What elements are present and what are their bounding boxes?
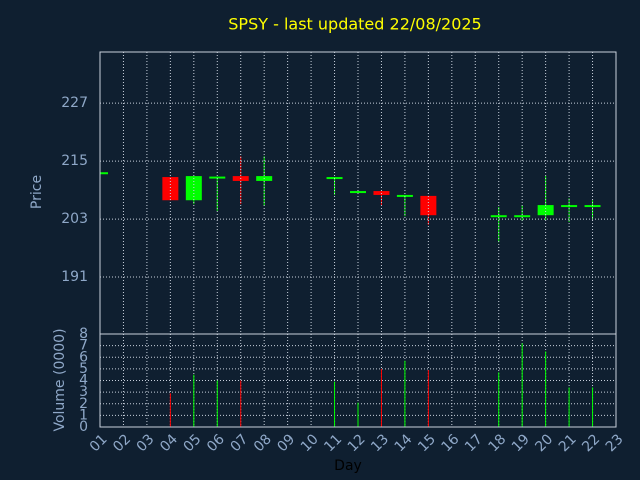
x-axis-label: Day xyxy=(334,458,362,474)
y-tick-label: 1 xyxy=(79,407,88,423)
y-tick-label: 8 xyxy=(79,326,88,342)
candle-body xyxy=(537,205,554,216)
y-tick-label: 215 xyxy=(61,153,88,169)
y-tick-label: 6 xyxy=(79,349,88,365)
y-tick-label: 5 xyxy=(79,361,88,377)
candle-body xyxy=(396,194,413,197)
y-axis-label: Price xyxy=(29,175,45,209)
plot-frame xyxy=(99,333,617,428)
y-tick-label: 191 xyxy=(61,269,88,285)
y-tick-label: 0 xyxy=(79,419,88,435)
y-tick-label: 203 xyxy=(61,211,88,227)
y-tick-label: 2 xyxy=(79,396,88,412)
chart-title: SPSY - last updated 22/08/2025 xyxy=(228,15,481,34)
candle-body xyxy=(162,177,179,201)
y-tick-label: 7 xyxy=(79,338,88,354)
y-tick-label: 3 xyxy=(79,384,88,400)
candle-body xyxy=(185,176,202,201)
candle-body xyxy=(209,176,226,179)
y-tick-label: 227 xyxy=(61,95,88,111)
y-axis-label: Volume (0000) xyxy=(52,328,68,431)
candle-body xyxy=(514,215,531,218)
candle-body xyxy=(350,191,366,194)
candle-body xyxy=(561,205,578,208)
candle-body xyxy=(100,172,108,175)
candle-body xyxy=(584,205,601,208)
y-tick-label: 4 xyxy=(79,373,88,389)
candle-body xyxy=(490,215,507,218)
